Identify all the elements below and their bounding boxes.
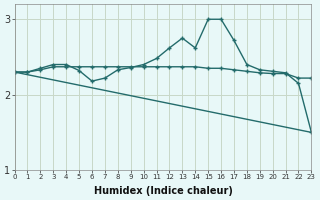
X-axis label: Humidex (Indice chaleur): Humidex (Indice chaleur) (93, 186, 232, 196)
